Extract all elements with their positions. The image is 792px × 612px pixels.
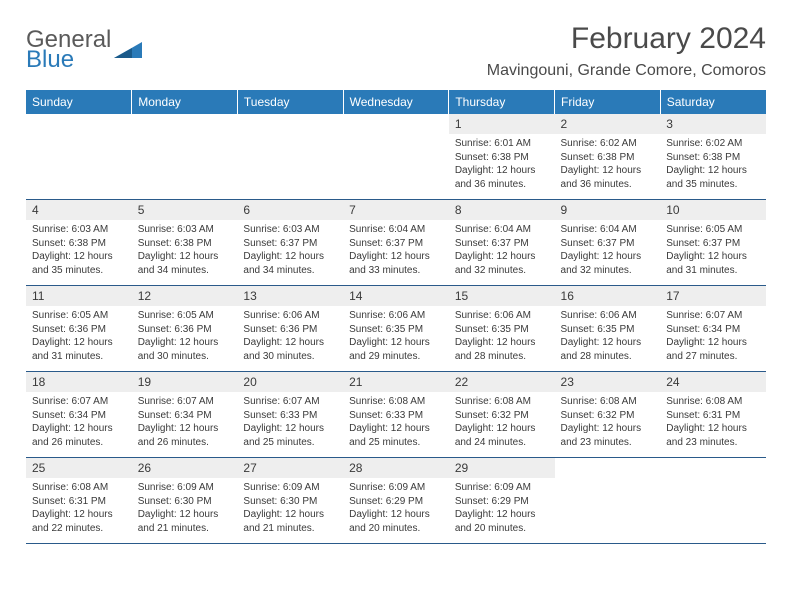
day-detail: Sunrise: 6:04 AMSunset: 6:37 PMDaylight:… [449, 220, 555, 286]
day-detail: Sunrise: 6:08 AMSunset: 6:32 PMDaylight:… [449, 392, 555, 458]
day-number: 8 [449, 200, 555, 221]
day-number: 20 [237, 372, 343, 393]
day-detail: Sunrise: 6:02 AMSunset: 6:38 PMDaylight:… [660, 134, 766, 200]
day-number: 23 [555, 372, 661, 393]
day-number: 29 [449, 458, 555, 479]
day-detail: Sunrise: 6:09 AMSunset: 6:29 PMDaylight:… [343, 478, 449, 544]
location: Mavingouni, Grande Comore, Comoros [487, 62, 766, 80]
day-number [660, 458, 766, 479]
day-number: 17 [660, 286, 766, 307]
day-detail: Sunrise: 6:02 AMSunset: 6:38 PMDaylight:… [555, 134, 661, 200]
calendar-table: Sunday Monday Tuesday Wednesday Thursday… [26, 90, 766, 544]
day-detail: Sunrise: 6:09 AMSunset: 6:30 PMDaylight:… [237, 478, 343, 544]
day-detail [237, 134, 343, 200]
day-header: Sunday [26, 90, 132, 114]
day-number: 26 [132, 458, 238, 479]
day-number: 12 [132, 286, 238, 307]
day-detail [660, 478, 766, 544]
day-detail [132, 134, 238, 200]
day-number: 19 [132, 372, 238, 393]
day-detail: Sunrise: 6:06 AMSunset: 6:35 PMDaylight:… [449, 306, 555, 372]
day-number: 15 [449, 286, 555, 307]
day-number [132, 114, 238, 134]
day-number [237, 114, 343, 134]
day-header: Monday [132, 90, 238, 114]
day-number [555, 458, 661, 479]
day-number: 10 [660, 200, 766, 221]
day-number: 3 [660, 114, 766, 134]
day-detail: Sunrise: 6:06 AMSunset: 6:36 PMDaylight:… [237, 306, 343, 372]
day-number [343, 114, 449, 134]
day-number [26, 114, 132, 134]
calendar-page: General Blue February 2024 Mavingouni, G… [0, 0, 792, 562]
detail-row: Sunrise: 6:03 AMSunset: 6:38 PMDaylight:… [26, 220, 766, 286]
logo-triangle-icon [114, 40, 142, 65]
logo-part2: Blue [26, 48, 111, 72]
day-number: 4 [26, 200, 132, 221]
day-number: 9 [555, 200, 661, 221]
day-detail: Sunrise: 6:05 AMSunset: 6:37 PMDaylight:… [660, 220, 766, 286]
day-detail: Sunrise: 6:08 AMSunset: 6:31 PMDaylight:… [660, 392, 766, 458]
day-detail [555, 478, 661, 544]
day-detail: Sunrise: 6:06 AMSunset: 6:35 PMDaylight:… [343, 306, 449, 372]
daynum-row: 11121314151617 [26, 286, 766, 307]
day-detail: Sunrise: 6:06 AMSunset: 6:35 PMDaylight:… [555, 306, 661, 372]
month-title: February 2024 [487, 22, 766, 56]
day-detail: Sunrise: 6:07 AMSunset: 6:34 PMDaylight:… [660, 306, 766, 372]
logo: General Blue [26, 28, 142, 72]
day-detail: Sunrise: 6:08 AMSunset: 6:33 PMDaylight:… [343, 392, 449, 458]
day-detail [26, 134, 132, 200]
day-number: 21 [343, 372, 449, 393]
day-number: 18 [26, 372, 132, 393]
day-header: Thursday [449, 90, 555, 114]
day-number: 25 [26, 458, 132, 479]
day-number: 24 [660, 372, 766, 393]
day-header: Wednesday [343, 90, 449, 114]
day-detail: Sunrise: 6:07 AMSunset: 6:34 PMDaylight:… [132, 392, 238, 458]
day-number: 1 [449, 114, 555, 134]
day-number: 22 [449, 372, 555, 393]
detail-row: Sunrise: 6:07 AMSunset: 6:34 PMDaylight:… [26, 392, 766, 458]
day-number: 5 [132, 200, 238, 221]
day-number: 6 [237, 200, 343, 221]
detail-row: Sunrise: 6:05 AMSunset: 6:36 PMDaylight:… [26, 306, 766, 372]
day-detail [343, 134, 449, 200]
title-block: February 2024 Mavingouni, Grande Comore,… [487, 22, 766, 80]
day-header: Saturday [660, 90, 766, 114]
day-detail: Sunrise: 6:05 AMSunset: 6:36 PMDaylight:… [26, 306, 132, 372]
day-detail: Sunrise: 6:07 AMSunset: 6:33 PMDaylight:… [237, 392, 343, 458]
day-detail: Sunrise: 6:08 AMSunset: 6:32 PMDaylight:… [555, 392, 661, 458]
day-number: 7 [343, 200, 449, 221]
day-number: 14 [343, 286, 449, 307]
day-header: Friday [555, 90, 661, 114]
day-detail: Sunrise: 6:04 AMSunset: 6:37 PMDaylight:… [555, 220, 661, 286]
day-number: 16 [555, 286, 661, 307]
day-detail: Sunrise: 6:04 AMSunset: 6:37 PMDaylight:… [343, 220, 449, 286]
day-number: 2 [555, 114, 661, 134]
day-detail: Sunrise: 6:09 AMSunset: 6:29 PMDaylight:… [449, 478, 555, 544]
detail-row: Sunrise: 6:08 AMSunset: 6:31 PMDaylight:… [26, 478, 766, 544]
day-header: Tuesday [237, 90, 343, 114]
header: General Blue February 2024 Mavingouni, G… [26, 22, 766, 80]
logo-text: General Blue [26, 28, 111, 72]
detail-row: Sunrise: 6:01 AMSunset: 6:38 PMDaylight:… [26, 134, 766, 200]
day-detail: Sunrise: 6:05 AMSunset: 6:36 PMDaylight:… [132, 306, 238, 372]
day-detail: Sunrise: 6:03 AMSunset: 6:38 PMDaylight:… [132, 220, 238, 286]
daynum-row: 18192021222324 [26, 372, 766, 393]
daynum-row: 123 [26, 114, 766, 134]
daynum-row: 2526272829 [26, 458, 766, 479]
day-detail: Sunrise: 6:01 AMSunset: 6:38 PMDaylight:… [449, 134, 555, 200]
day-number: 13 [237, 286, 343, 307]
day-number: 28 [343, 458, 449, 479]
day-detail: Sunrise: 6:07 AMSunset: 6:34 PMDaylight:… [26, 392, 132, 458]
day-detail: Sunrise: 6:03 AMSunset: 6:38 PMDaylight:… [26, 220, 132, 286]
day-number: 11 [26, 286, 132, 307]
day-detail: Sunrise: 6:08 AMSunset: 6:31 PMDaylight:… [26, 478, 132, 544]
day-header-row: Sunday Monday Tuesday Wednesday Thursday… [26, 90, 766, 114]
day-detail: Sunrise: 6:03 AMSunset: 6:37 PMDaylight:… [237, 220, 343, 286]
day-detail: Sunrise: 6:09 AMSunset: 6:30 PMDaylight:… [132, 478, 238, 544]
daynum-row: 45678910 [26, 200, 766, 221]
day-number: 27 [237, 458, 343, 479]
